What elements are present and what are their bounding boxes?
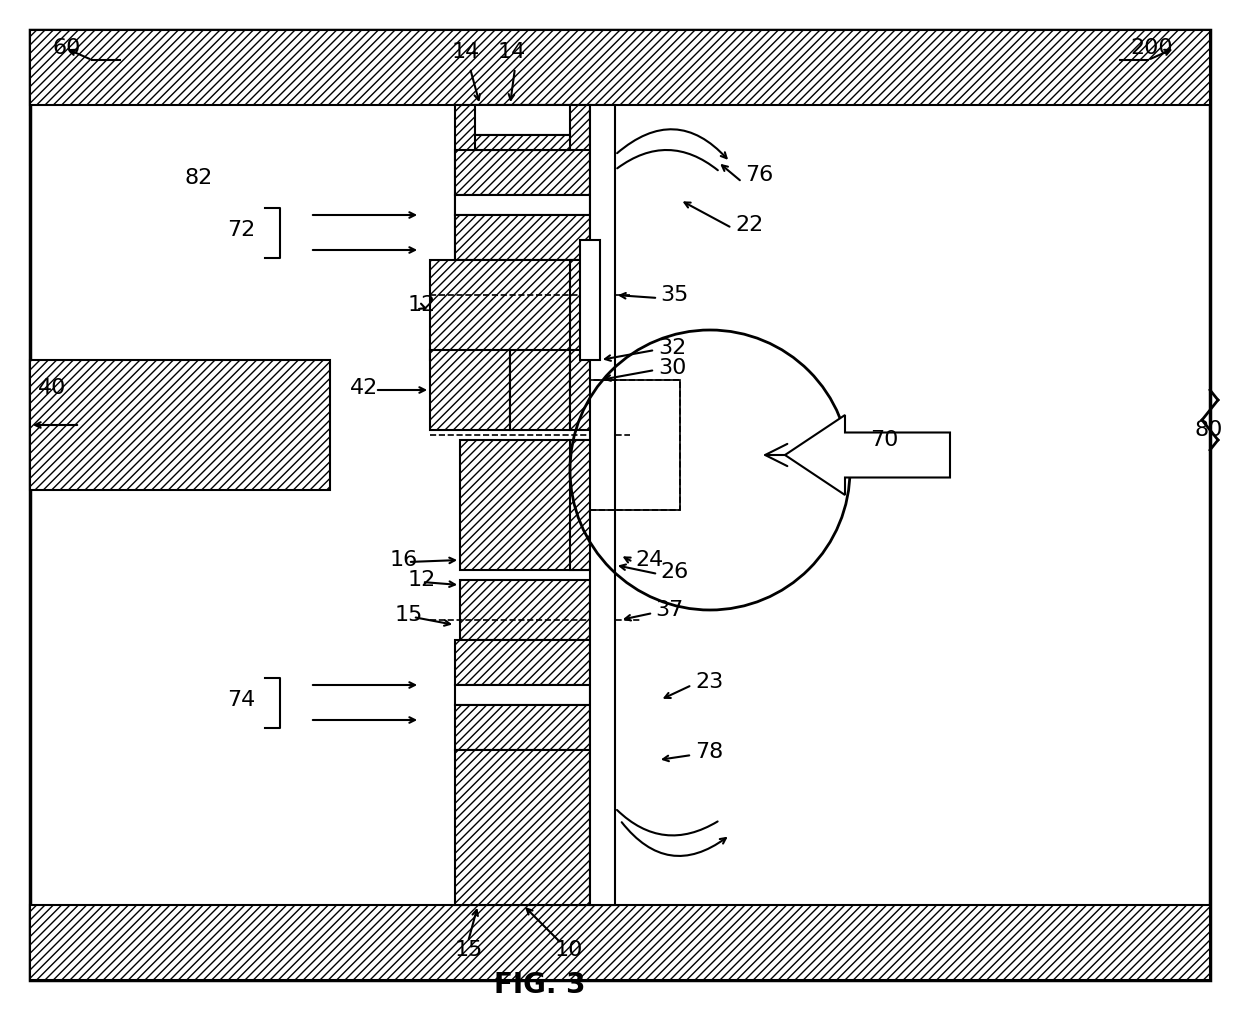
Bar: [430, 260, 610, 360]
Text: 23: 23: [694, 672, 723, 692]
Text: 10: 10: [556, 940, 583, 960]
Bar: [455, 640, 590, 685]
Text: 60: 60: [52, 38, 81, 58]
Text: 82: 82: [185, 168, 213, 188]
Bar: [590, 380, 680, 510]
Bar: [510, 350, 570, 430]
Bar: [430, 350, 510, 430]
Text: 32: 32: [658, 338, 686, 358]
Text: 12: 12: [408, 570, 436, 590]
Text: 15: 15: [455, 940, 484, 960]
Bar: [455, 105, 590, 265]
Bar: [570, 440, 600, 570]
Bar: [475, 105, 570, 135]
Bar: [475, 135, 570, 150]
Text: 70: 70: [870, 430, 898, 450]
Text: 30: 30: [658, 358, 687, 378]
Bar: [570, 350, 600, 430]
Text: 26: 26: [660, 562, 688, 582]
FancyArrow shape: [785, 415, 950, 495]
Text: 37: 37: [655, 600, 683, 620]
Bar: [455, 750, 590, 905]
Text: 72: 72: [227, 220, 255, 240]
Bar: [455, 215, 590, 260]
Bar: [30, 30, 1210, 105]
Text: 15: 15: [396, 605, 423, 625]
Text: 16: 16: [391, 550, 418, 570]
Text: 24: 24: [635, 550, 663, 570]
Text: 74: 74: [227, 690, 255, 710]
Text: 22: 22: [735, 215, 764, 235]
Bar: [30, 360, 330, 490]
Text: 200: 200: [1130, 38, 1173, 58]
Text: 80: 80: [1195, 420, 1224, 440]
Text: 42: 42: [350, 378, 378, 398]
Bar: [455, 195, 590, 215]
Bar: [570, 260, 600, 360]
Text: 78: 78: [694, 742, 723, 762]
Bar: [455, 685, 590, 705]
Bar: [455, 705, 590, 750]
Bar: [460, 440, 590, 570]
Text: 40: 40: [38, 378, 67, 398]
Text: 14: 14: [453, 42, 480, 62]
Bar: [580, 240, 600, 360]
Text: FIG. 3: FIG. 3: [495, 971, 585, 999]
Text: 14: 14: [498, 42, 526, 62]
Text: 35: 35: [660, 285, 688, 305]
Text: 76: 76: [745, 165, 774, 185]
Bar: [30, 905, 1210, 980]
Bar: [455, 150, 590, 195]
Text: 12: 12: [408, 295, 436, 315]
Bar: [590, 380, 680, 510]
Bar: [460, 580, 590, 640]
Bar: [590, 105, 615, 905]
